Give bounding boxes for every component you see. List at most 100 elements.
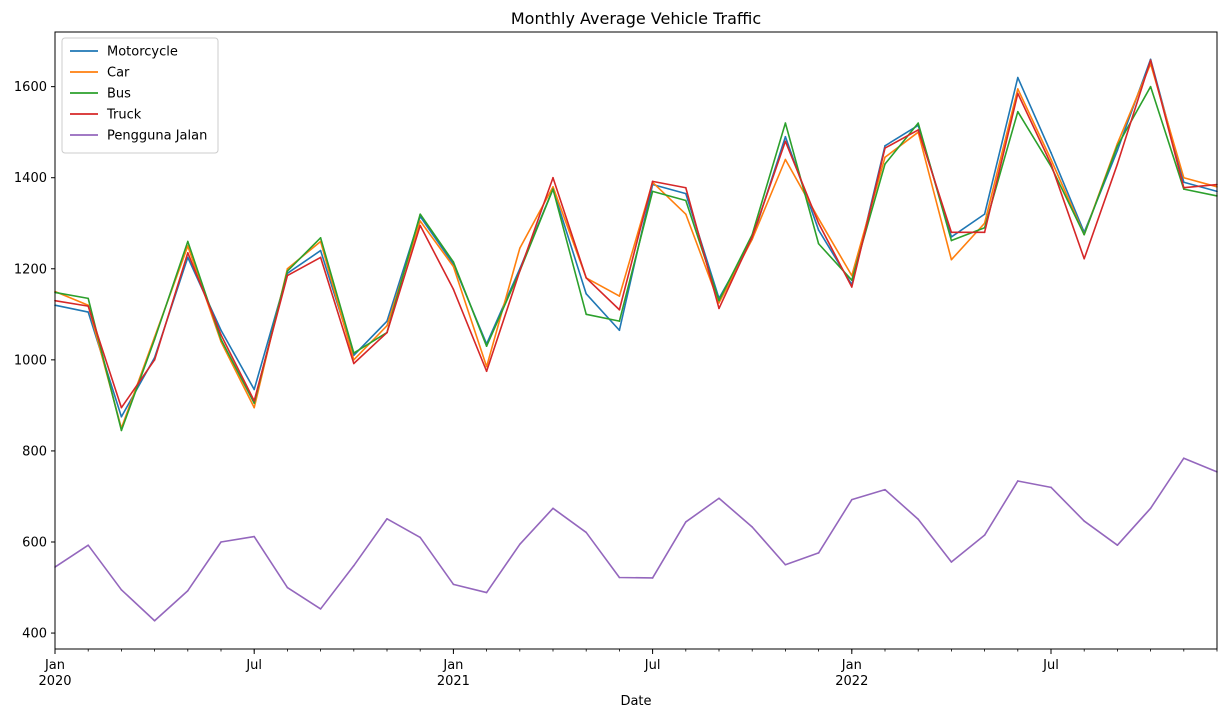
data-point-motorcycle	[1183, 181, 1185, 184]
data-point-bus	[784, 122, 787, 124]
data-point-truck	[253, 400, 255, 402]
data-point-pengguna-jalan	[817, 552, 820, 554]
data-point-motorcycle	[187, 256, 189, 259]
data-point-bus	[220, 338, 222, 341]
data-point-pengguna-jalan	[983, 534, 986, 536]
y-tick-label: 1000	[14, 353, 47, 368]
data-point-car	[1050, 158, 1052, 161]
data-point-motorcycle	[1017, 76, 1019, 79]
data-point-motorcycle	[618, 329, 621, 332]
data-point-car	[817, 217, 820, 220]
data-point-truck	[220, 334, 222, 336]
y-tick-label: 1400	[14, 171, 47, 186]
data-point-truck	[286, 274, 289, 277]
data-point-bus	[585, 313, 587, 316]
x-tick-label: Jul	[644, 658, 661, 673]
data-point-motorcycle	[120, 415, 123, 418]
data-point-bus	[87, 297, 89, 300]
data-point-truck	[950, 231, 953, 234]
data-point-truck	[651, 180, 654, 183]
data-point-pengguna-jalan	[851, 498, 853, 501]
data-point-pengguna-jalan	[419, 536, 422, 539]
data-point-pengguna-jalan	[87, 544, 89, 546]
data-point-truck	[319, 256, 322, 259]
data-point-bus	[1083, 233, 1085, 236]
data-point-bus	[452, 261, 455, 263]
axes-layer	[54, 31, 1218, 650]
data-point-pengguna-jalan	[286, 586, 289, 589]
legend-label-pengguna-jalan: Pengguna Jalan	[107, 129, 207, 144]
data-point-truck	[120, 406, 123, 409]
data-point-pengguna-jalan	[1183, 457, 1185, 460]
data-point-truck	[718, 307, 720, 310]
x-tick-year-label: 2020	[38, 674, 71, 689]
data-point-truck	[552, 176, 554, 179]
data-point-bus	[253, 402, 255, 404]
data-point-bus	[187, 240, 189, 243]
data-point-truck	[917, 129, 919, 131]
data-point-bus	[1116, 145, 1119, 147]
data-point-car	[253, 406, 255, 409]
data-point-truck	[618, 308, 621, 311]
data-point-truck	[817, 222, 820, 225]
series-line-bus	[54, 85, 1218, 432]
y-tick-label: 400	[22, 627, 47, 642]
data-point-bus	[1017, 110, 1019, 113]
x-tick-label: Jul	[245, 658, 262, 673]
data-point-pengguna-jalan	[120, 589, 123, 591]
data-point-car	[1017, 88, 1019, 90]
data-point-car	[618, 295, 621, 297]
data-point-bus	[153, 338, 156, 341]
data-point-pengguna-jalan	[651, 577, 654, 579]
x-tick-label: Jul	[1042, 658, 1059, 673]
data-point-motorcycle	[983, 213, 986, 215]
data-point-pengguna-jalan	[452, 583, 455, 586]
data-point-truck	[1017, 92, 1019, 95]
data-point-pengguna-jalan	[618, 576, 621, 579]
data-point-truck	[851, 286, 853, 288]
data-point-bus	[685, 199, 687, 202]
legend-label-truck: Truck	[106, 108, 142, 123]
data-point-pengguna-jalan	[1017, 480, 1019, 482]
data-point-motorcycle	[1050, 151, 1052, 154]
x-tick-label: Jan	[44, 658, 65, 673]
data-point-car	[552, 186, 554, 188]
data-point-pengguna-jalan	[917, 518, 919, 521]
x-tick-year-label: 2022	[835, 674, 868, 689]
data-point-bus	[817, 242, 820, 245]
data-point-truck	[1116, 163, 1119, 165]
data-point-pengguna-jalan	[950, 561, 953, 563]
data-point-truck	[153, 359, 156, 361]
data-point-truck	[419, 224, 422, 227]
data-point-bus	[651, 190, 654, 193]
data-point-bus	[851, 279, 853, 281]
data-point-pengguna-jalan	[1116, 544, 1119, 546]
data-point-pengguna-jalan	[685, 521, 687, 523]
data-point-pengguna-jalan	[1050, 486, 1052, 489]
data-point-truck	[1149, 59, 1152, 62]
y-tick-label: 800	[22, 444, 47, 459]
data-point-motorcycle	[220, 329, 222, 332]
data-point-motorcycle	[685, 192, 687, 195]
data-point-bus	[286, 270, 289, 272]
data-point-truck	[452, 288, 455, 291]
data-point-truck	[187, 252, 189, 254]
legend-label-car: Car	[107, 66, 130, 81]
legend-label-motorcycle: Motorcycle	[107, 45, 178, 60]
y-tick-label: 1200	[14, 262, 47, 277]
data-point-bus	[353, 352, 355, 354]
data-point-pengguna-jalan	[220, 541, 222, 543]
data-point-bus	[884, 163, 886, 165]
chart-title: Monthly Average Vehicle Traffic	[511, 9, 761, 28]
data-point-pengguna-jalan	[253, 535, 255, 538]
y-tick-label: 600	[22, 535, 47, 550]
data-point-bus	[618, 320, 621, 322]
plot-area-frame	[54, 31, 1218, 650]
data-point-pengguna-jalan	[751, 526, 753, 528]
data-point-truck	[1050, 163, 1052, 165]
data-point-truck	[87, 305, 89, 307]
data-point-bus	[718, 299, 720, 302]
data-point-motorcycle	[884, 145, 886, 147]
